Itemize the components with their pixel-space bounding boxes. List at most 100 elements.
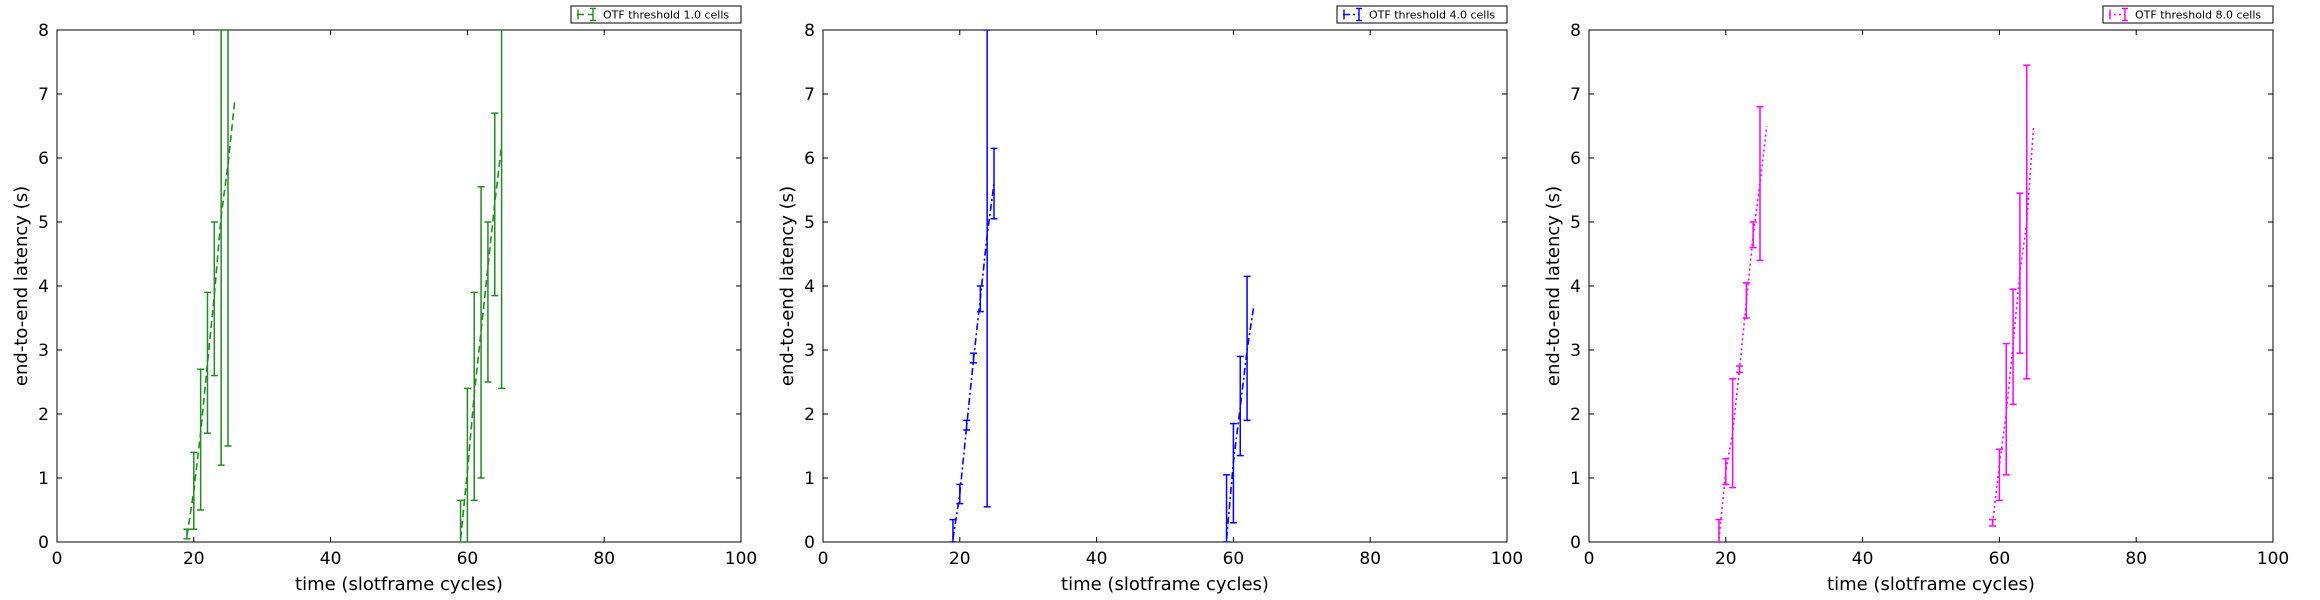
error-bar xyxy=(1223,474,1231,542)
x-axis-label: time (slotframe cycles) xyxy=(1061,574,1269,595)
error-bar xyxy=(190,451,198,530)
legend: OTF threshold 1.0 cells xyxy=(570,5,742,24)
error-bar xyxy=(1995,448,2003,502)
x-tick-label: 80 xyxy=(1359,549,1381,569)
error-bar xyxy=(217,30,225,466)
y-tick-label: 4 xyxy=(804,277,815,297)
y-tick-label: 7 xyxy=(804,85,815,105)
error-bar xyxy=(1989,518,1997,527)
x-tick-label: 40 xyxy=(1086,549,1108,569)
error-bar xyxy=(1229,422,1237,524)
error-bar xyxy=(203,291,211,434)
y-tick-label: 1 xyxy=(38,469,49,489)
x-tick-label: 0 xyxy=(52,549,63,569)
x-tick-label: 20 xyxy=(183,549,205,569)
x-tick-label: 60 xyxy=(1989,549,2011,569)
error-bar xyxy=(197,368,205,511)
legend: OTF threshold 4.0 cells xyxy=(1336,5,1508,24)
data-area xyxy=(183,30,506,542)
x-axis-label: time (slotframe cycles) xyxy=(1827,574,2035,595)
error-bar xyxy=(470,291,478,502)
y-tick-label: 3 xyxy=(804,341,815,361)
x-tick-label: 20 xyxy=(1715,549,1737,569)
x-tick-label: 100 xyxy=(1491,549,1523,569)
error-bar xyxy=(949,518,957,542)
y-tick-label: 1 xyxy=(804,469,815,489)
error-bar xyxy=(477,186,485,479)
y-axis-label: end-to-end latency (s) xyxy=(11,186,32,386)
error-bar xyxy=(1749,221,1757,249)
error-bar xyxy=(2016,192,2024,354)
y-tick-label: 2 xyxy=(1570,405,1581,425)
error-bar xyxy=(990,147,998,220)
error-bar xyxy=(484,221,492,383)
y-tick-label: 6 xyxy=(804,149,815,169)
error-bar xyxy=(2023,64,2031,380)
error-bar xyxy=(1243,275,1251,422)
y-tick-label: 5 xyxy=(38,213,49,233)
data-area xyxy=(949,30,1255,542)
error-bar xyxy=(1756,106,1764,262)
x-tick-label: 80 xyxy=(2125,549,2147,569)
y-tick-label: 1 xyxy=(1570,469,1581,489)
error-bar xyxy=(1722,458,1730,486)
legend-box xyxy=(1336,5,1508,24)
error-bar xyxy=(1715,518,1723,542)
error-bar xyxy=(2002,342,2010,476)
chart-panel-1: 0 20 40 60 80 100 0 1 2 3 4 5 6 7 8 time (slotframe cyc… xyxy=(11,5,757,595)
error-bar xyxy=(1742,282,1750,319)
error-bar xyxy=(969,352,977,364)
error-bar xyxy=(491,112,499,297)
legend-label: OTF threshold 4.0 cells xyxy=(1369,9,1495,22)
y-tick-label: 7 xyxy=(1570,85,1581,105)
chart-panel-2: 0 20 40 60 80 100 0 1 2 3 4 5 6 7 8 time (slotframe cyc… xyxy=(777,5,1523,595)
plot-frame xyxy=(1588,29,2274,543)
y-tick-label: 6 xyxy=(1570,149,1581,169)
y-tick-label: 3 xyxy=(38,341,49,361)
x-tick-label: 100 xyxy=(2257,549,2289,569)
y-tick-label: 5 xyxy=(804,213,815,233)
error-bar xyxy=(983,30,991,508)
x-tick-label: 0 xyxy=(818,549,829,569)
x-tick-label: 40 xyxy=(320,549,342,569)
y-tick-label: 8 xyxy=(1570,21,1581,41)
x-tick-label: 100 xyxy=(725,549,757,569)
y-tick-label: 0 xyxy=(1570,533,1581,553)
legend-label: OTF threshold 8.0 cells xyxy=(2135,9,2261,22)
x-axis-label: time (slotframe cycles) xyxy=(295,574,503,595)
error-bar xyxy=(463,387,471,542)
error-bar xyxy=(963,419,971,431)
y-tick-label: 2 xyxy=(38,405,49,425)
plot-frame xyxy=(56,29,742,543)
error-bar xyxy=(210,221,218,377)
error-bar xyxy=(1735,365,1743,374)
y-tick-label: 0 xyxy=(804,533,815,553)
error-bar xyxy=(976,285,984,313)
y-tick-label: 5 xyxy=(1570,213,1581,233)
error-bar xyxy=(2009,288,2017,406)
y-tick-label: 3 xyxy=(1570,341,1581,361)
legend-box xyxy=(2102,5,2274,24)
x-tick-label: 80 xyxy=(593,549,615,569)
y-tick-label: 8 xyxy=(804,21,815,41)
y-axis-label: end-to-end latency (s) xyxy=(1543,186,1564,386)
y-tick-label: 0 xyxy=(38,533,49,553)
y-tick-label: 8 xyxy=(38,21,49,41)
x-tick-label: 0 xyxy=(1584,549,1595,569)
x-tick-label: 60 xyxy=(457,549,479,569)
error-bar xyxy=(956,483,964,505)
chart-panel-3: 0 20 40 60 80 100 0 1 2 3 4 5 6 7 8 time (slotframe cyc… xyxy=(1543,5,2289,595)
y-tick-label: 2 xyxy=(804,405,815,425)
legend: OTF threshold 8.0 cells xyxy=(2102,5,2274,24)
y-tick-label: 7 xyxy=(38,85,49,105)
y-axis-label: end-to-end latency (s) xyxy=(777,186,798,386)
y-tick-label: 6 xyxy=(38,149,49,169)
legend-label: OTF threshold 1.0 cells xyxy=(603,9,729,22)
error-bar xyxy=(183,528,191,540)
y-tick-label: 4 xyxy=(38,277,49,297)
x-tick-label: 40 xyxy=(1852,549,1874,569)
error-bar xyxy=(224,30,232,447)
plot-frame xyxy=(822,29,1508,543)
x-tick-label: 20 xyxy=(949,549,971,569)
error-bar xyxy=(1236,355,1244,457)
